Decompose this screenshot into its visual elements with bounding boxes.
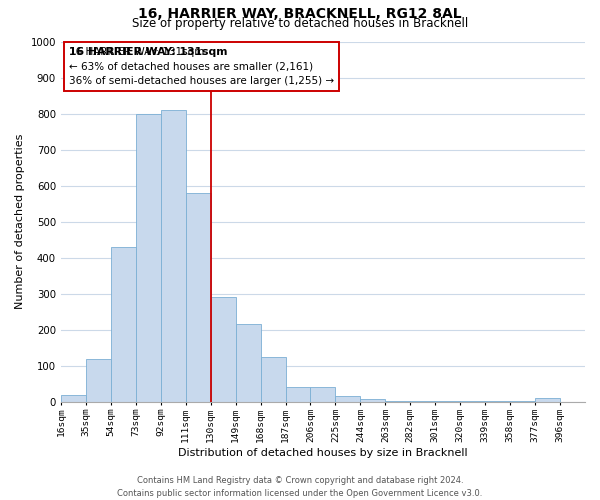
Bar bbox=[361, 399, 385, 402]
Bar bbox=[510, 401, 535, 402]
Bar bbox=[61, 396, 86, 402]
Bar bbox=[286, 388, 310, 402]
X-axis label: Distribution of detached houses by size in Bracknell: Distribution of detached houses by size … bbox=[178, 448, 468, 458]
Bar bbox=[485, 401, 510, 402]
Text: 16, HARRIER WAY, BRACKNELL, RG12 8AL: 16, HARRIER WAY, BRACKNELL, RG12 8AL bbox=[138, 8, 462, 22]
Bar bbox=[535, 398, 560, 402]
Text: 16 HARRIER WAY: 131sqm: 16 HARRIER WAY: 131sqm bbox=[69, 47, 227, 57]
Bar bbox=[260, 357, 286, 402]
Bar bbox=[136, 114, 161, 402]
Text: 16 HARRIER WAY: 131sqm
← 63% of detached houses are smaller (2,161)
36% of semi-: 16 HARRIER WAY: 131sqm ← 63% of detached… bbox=[69, 47, 334, 86]
Bar bbox=[335, 396, 361, 402]
Bar bbox=[111, 247, 136, 402]
Text: Size of property relative to detached houses in Bracknell: Size of property relative to detached ho… bbox=[132, 18, 468, 30]
Text: Contains HM Land Registry data © Crown copyright and database right 2024.
Contai: Contains HM Land Registry data © Crown c… bbox=[118, 476, 482, 498]
Bar bbox=[310, 388, 335, 402]
Bar bbox=[161, 110, 185, 402]
Y-axis label: Number of detached properties: Number of detached properties bbox=[15, 134, 25, 310]
Bar bbox=[385, 401, 410, 402]
Bar bbox=[236, 324, 260, 402]
Bar bbox=[435, 401, 460, 402]
Bar bbox=[460, 401, 485, 402]
Bar bbox=[86, 358, 111, 402]
Bar bbox=[211, 298, 236, 402]
Bar bbox=[185, 193, 211, 402]
Bar bbox=[410, 401, 435, 402]
